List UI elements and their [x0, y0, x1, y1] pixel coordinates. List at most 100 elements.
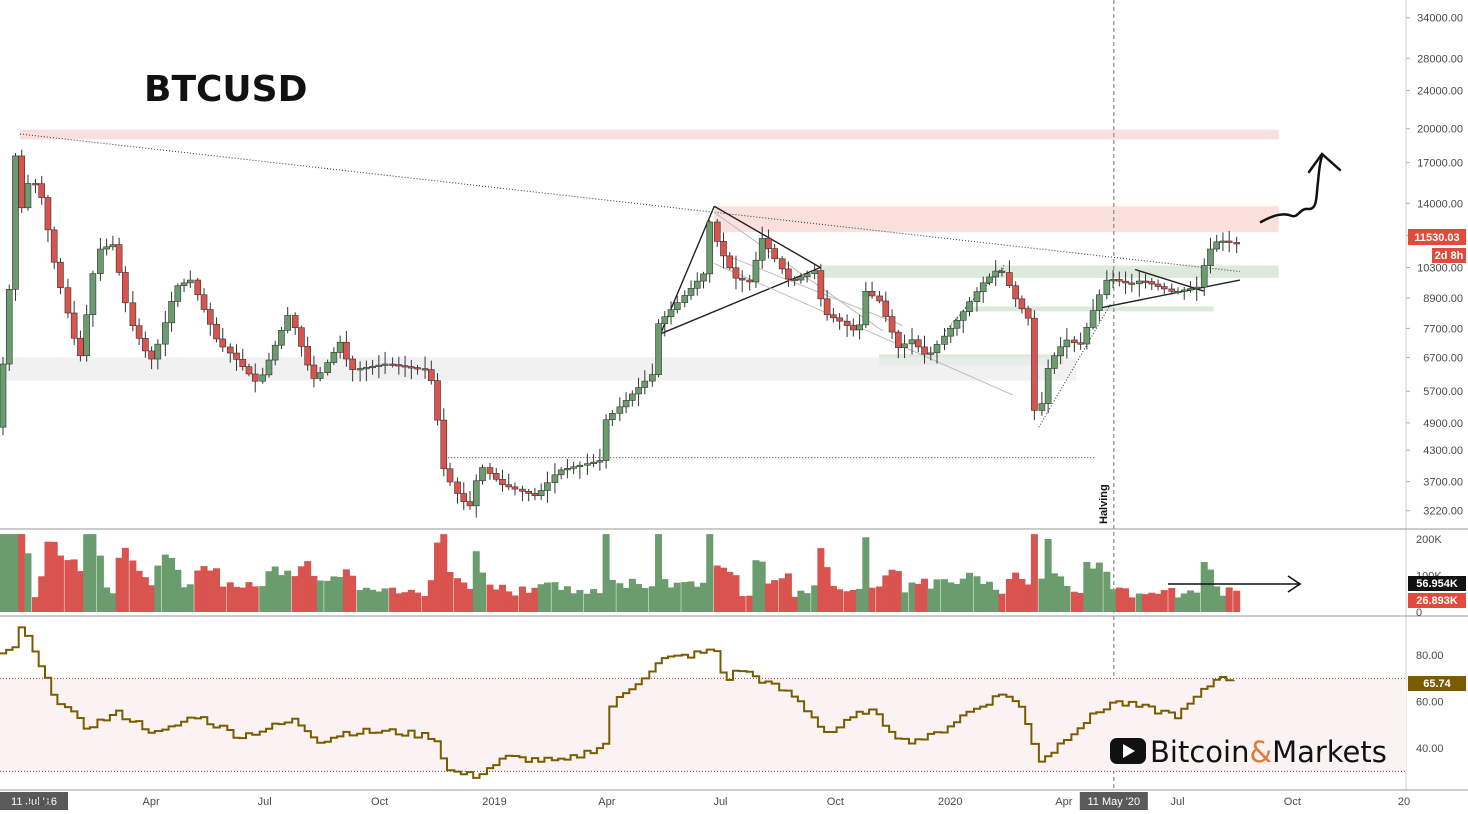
- candle-body: [1057, 346, 1064, 357]
- candle-body: [551, 474, 559, 483]
- volume-bar: [174, 569, 182, 612]
- candle-body: [1089, 310, 1097, 328]
- volume-bar: [5, 534, 13, 612]
- volume-bar: [245, 582, 253, 612]
- volume-bar: [1103, 571, 1111, 612]
- price-tick-label: 6700.00: [1423, 352, 1463, 364]
- price-tick-label: 3700.00: [1423, 477, 1463, 489]
- volume-bar: [1070, 591, 1078, 612]
- volume-bar: [1135, 593, 1143, 612]
- candle-body: [1083, 327, 1091, 345]
- candle-body: [959, 311, 967, 321]
- candle-body: [713, 221, 721, 242]
- candle-body: [641, 380, 649, 388]
- candle-body: [1168, 288, 1176, 292]
- candle-body: [667, 309, 675, 318]
- volume-bar: [356, 590, 364, 612]
- candle-body: [77, 337, 84, 357]
- volume-bar: [421, 595, 429, 612]
- volume-bar: [927, 588, 935, 612]
- volume-bar: [330, 576, 338, 612]
- volume-bar: [570, 593, 578, 612]
- volume-bar: [375, 591, 383, 612]
- candle-body: [752, 259, 760, 283]
- candle-body: [408, 366, 415, 369]
- triangle-support: [1101, 279, 1241, 309]
- time-label-highlight: [1079, 792, 1148, 810]
- volume-bar: [291, 576, 299, 612]
- price-tick-label: 3220.00: [1423, 506, 1463, 518]
- candle-body: [992, 270, 999, 278]
- volume-bar: [24, 553, 32, 612]
- volume-bar: [1160, 590, 1168, 612]
- volume-bar: [719, 567, 727, 612]
- volume-bar: [641, 588, 649, 612]
- candle-body: [343, 341, 350, 360]
- candle-body: [557, 469, 565, 476]
- volume-bar: [389, 587, 397, 612]
- candle-body: [226, 346, 234, 354]
- volume-bar: [154, 565, 162, 612]
- volume-bar: [200, 566, 208, 612]
- volume-bar: [259, 586, 267, 612]
- candle-body: [239, 359, 247, 367]
- candle-body: [655, 323, 662, 375]
- volume-bar: [1038, 578, 1046, 612]
- price-zone: [821, 265, 1279, 278]
- candle-body: [706, 221, 714, 275]
- rsi-pane: 40.00 60.00 80.00: [0, 626, 1444, 779]
- volume-bar: [492, 589, 500, 612]
- volume-bar: [239, 587, 247, 612]
- volume-bar: [103, 587, 111, 612]
- candle-body: [1148, 281, 1156, 285]
- volume-bar: [687, 581, 695, 612]
- volume-bar: [823, 567, 831, 612]
- volume-bar: [1225, 587, 1233, 612]
- candle-body: [251, 373, 259, 382]
- volume-bar: [914, 583, 922, 612]
- candle-body: [1077, 342, 1084, 345]
- volume-bar: [648, 586, 656, 612]
- candle-body: [174, 285, 182, 302]
- candle-body: [1012, 285, 1019, 300]
- last-price-tag: 11530.03: [1408, 229, 1466, 245]
- candle-body: [472, 480, 480, 507]
- candle-body: [1174, 291, 1182, 294]
- candle-body: [894, 331, 902, 348]
- candle-body: [519, 488, 526, 492]
- volume-bar: [148, 585, 156, 612]
- volume-bar: [226, 582, 234, 612]
- volume-bar: [395, 593, 403, 612]
- volume-bar: [44, 541, 52, 612]
- svg-text:65.74: 65.74: [1423, 678, 1451, 690]
- candle-body: [966, 301, 973, 313]
- candle-body: [570, 466, 577, 469]
- volume-bar: [563, 586, 571, 612]
- candle-body: [791, 278, 798, 281]
- projection-arrow-icon: [1259, 154, 1324, 224]
- time-label: 11 Jul '16: [11, 796, 57, 808]
- volume-bar: [700, 582, 708, 612]
- volume-bar: [38, 576, 46, 612]
- volume-bar: [1057, 576, 1065, 612]
- volume-bar: [667, 587, 675, 612]
- candle-body: [142, 337, 149, 352]
- candle-body: [1219, 240, 1227, 243]
- candle-body: [298, 327, 305, 347]
- candle-body: [64, 287, 72, 314]
- volume-bar: [525, 592, 533, 612]
- time-label-highlight: [0, 792, 68, 810]
- candle-body: [389, 363, 396, 366]
- candle-body: [1116, 279, 1123, 282]
- volume-bar: [608, 579, 616, 612]
- candle-body: [97, 248, 104, 274]
- candle-body: [693, 280, 701, 289]
- price-tick-label: 17000.00: [1417, 158, 1463, 170]
- candle-body: [1103, 279, 1111, 296]
- time-label: 2020: [938, 796, 962, 808]
- price-zone: [714, 206, 1279, 233]
- candle-body: [1200, 265, 1208, 288]
- price-tick-label: 20000.00: [1417, 124, 1463, 136]
- candle-body: [316, 372, 324, 379]
